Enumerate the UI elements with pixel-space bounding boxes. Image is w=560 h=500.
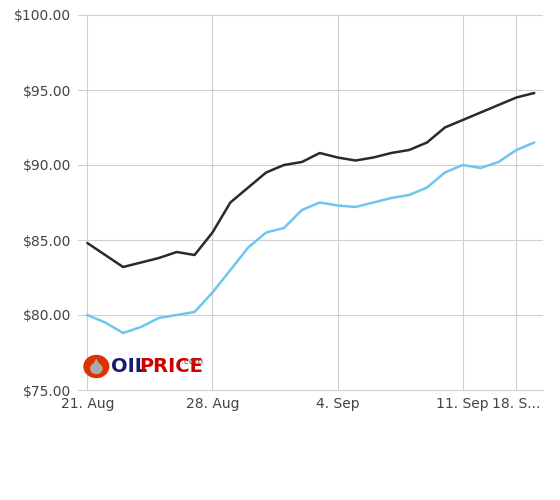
- Text: PRICE: PRICE: [139, 357, 203, 376]
- Text: OIL: OIL: [111, 357, 148, 376]
- Text: .com: .com: [181, 358, 204, 366]
